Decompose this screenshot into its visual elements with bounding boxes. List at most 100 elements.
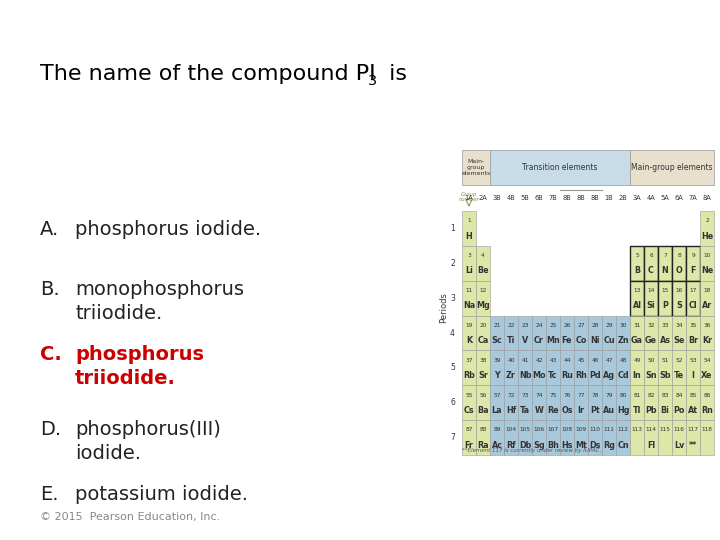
Bar — [574, 350, 588, 385]
Text: 107: 107 — [547, 427, 559, 433]
Text: Main-group elements: Main-group elements — [631, 163, 713, 172]
Text: 83: 83 — [661, 393, 669, 397]
Text: 2A: 2A — [479, 195, 487, 201]
Text: 4: 4 — [450, 328, 455, 338]
Text: 3: 3 — [368, 74, 377, 88]
Text: 3: 3 — [450, 294, 455, 302]
Bar — [462, 211, 476, 246]
Text: Pb: Pb — [645, 406, 657, 415]
Text: 2: 2 — [705, 218, 709, 223]
Text: 115: 115 — [660, 427, 670, 433]
Bar — [462, 281, 476, 315]
Bar — [644, 350, 658, 385]
Text: Cn: Cn — [617, 441, 629, 450]
Text: 6B: 6B — [535, 195, 544, 201]
Text: A.: A. — [40, 220, 59, 239]
Bar — [560, 350, 574, 385]
Text: Y: Y — [494, 371, 500, 380]
Text: 7B: 7B — [549, 195, 557, 201]
Text: Tl: Tl — [633, 406, 642, 415]
Bar — [476, 350, 490, 385]
Text: 24: 24 — [535, 323, 543, 328]
Text: 6: 6 — [649, 253, 653, 258]
Text: Periods: Periods — [439, 292, 449, 322]
Bar — [658, 385, 672, 420]
Text: 5B: 5B — [521, 195, 529, 201]
Text: 28: 28 — [591, 323, 599, 328]
Text: Cu: Cu — [603, 336, 615, 345]
Text: 7: 7 — [663, 253, 667, 258]
Bar — [658, 350, 672, 385]
Text: 74: 74 — [535, 393, 543, 397]
Text: 37: 37 — [465, 357, 473, 363]
Text: Main-
group
elements: Main- group elements — [462, 159, 490, 176]
Text: 1: 1 — [467, 218, 471, 223]
Text: Db: Db — [519, 441, 531, 450]
Bar — [518, 315, 532, 350]
Text: 78: 78 — [591, 393, 599, 397]
Text: Pd: Pd — [589, 371, 600, 380]
Text: F: F — [690, 266, 696, 275]
Text: 19: 19 — [465, 323, 473, 328]
Text: 48: 48 — [619, 357, 626, 363]
Text: **Element 117 is currently under review by IUPAC.: **Element 117 is currently under review … — [462, 448, 601, 453]
Text: Cs: Cs — [464, 406, 474, 415]
Text: 54: 54 — [703, 357, 711, 363]
Text: Transition elements: Transition elements — [522, 163, 598, 172]
Text: Os: Os — [562, 406, 572, 415]
Text: Mn: Mn — [546, 336, 560, 345]
Text: 35: 35 — [689, 323, 697, 328]
Text: 106: 106 — [534, 427, 544, 433]
Text: 108: 108 — [562, 427, 572, 433]
Bar — [700, 315, 714, 350]
Bar — [602, 420, 616, 455]
Text: 6A: 6A — [675, 195, 683, 201]
Text: Te: Te — [674, 371, 684, 380]
Text: 44: 44 — [563, 357, 571, 363]
Bar — [672, 315, 686, 350]
Text: 12: 12 — [480, 288, 487, 293]
Bar — [644, 420, 658, 455]
Text: 57: 57 — [493, 393, 500, 397]
Bar — [686, 246, 700, 281]
Bar — [700, 385, 714, 420]
Bar — [658, 281, 672, 315]
Text: 39: 39 — [493, 357, 500, 363]
Text: Hs: Hs — [562, 441, 572, 450]
Text: Mg: Mg — [476, 301, 490, 310]
Text: 27: 27 — [577, 323, 585, 328]
Text: Sc: Sc — [492, 336, 503, 345]
Text: At: At — [688, 406, 698, 415]
Bar — [700, 281, 714, 315]
Text: 25: 25 — [549, 323, 557, 328]
Text: 87: 87 — [465, 427, 473, 433]
Text: 75: 75 — [549, 393, 557, 397]
Text: Rh: Rh — [575, 371, 587, 380]
Bar — [504, 385, 518, 420]
Text: phosphorus(III)
iodide.: phosphorus(III) iodide. — [75, 420, 221, 463]
Text: D.: D. — [40, 420, 61, 439]
Text: 45: 45 — [577, 357, 585, 363]
Text: He: He — [701, 232, 713, 241]
Text: 7A: 7A — [688, 195, 698, 201]
Text: 8B: 8B — [590, 195, 599, 201]
Text: 79: 79 — [606, 393, 613, 397]
Text: 104: 104 — [505, 427, 516, 433]
Text: Cr: Cr — [534, 336, 544, 345]
Text: V: V — [522, 336, 528, 345]
Text: S: S — [676, 301, 682, 310]
Text: 80: 80 — [619, 393, 626, 397]
Bar — [504, 420, 518, 455]
Text: Ge: Ge — [645, 336, 657, 345]
Bar — [518, 385, 532, 420]
Text: C.: C. — [40, 345, 62, 364]
Text: potassium iodide.: potassium iodide. — [75, 485, 248, 504]
Text: Rg: Rg — [603, 441, 615, 450]
Text: Kr: Kr — [702, 336, 712, 345]
Text: 118: 118 — [701, 427, 713, 433]
Text: Hg: Hg — [617, 406, 629, 415]
Bar — [532, 385, 546, 420]
Text: The name of the compound PI: The name of the compound PI — [40, 64, 376, 84]
Text: Na: Na — [463, 301, 475, 310]
Text: 4B: 4B — [507, 195, 516, 201]
